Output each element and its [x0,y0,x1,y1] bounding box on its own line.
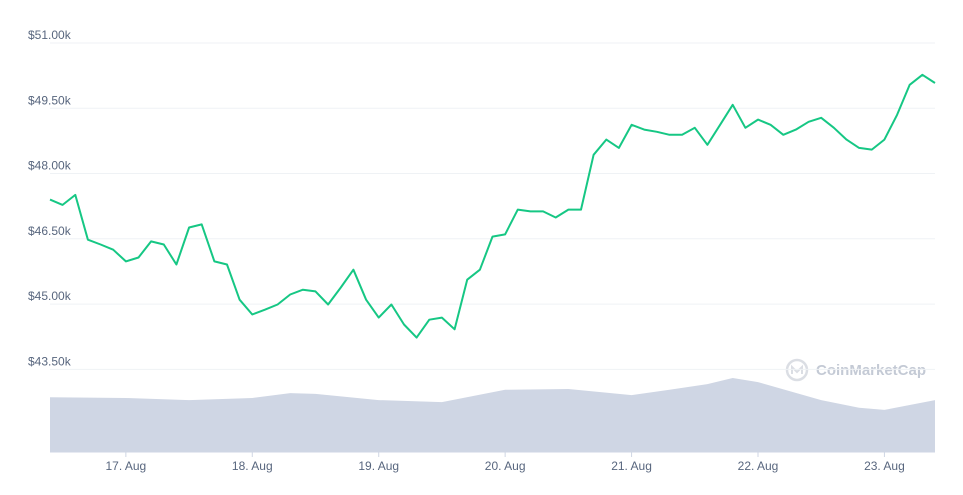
x-tick-label: 22. Aug [738,459,779,473]
x-tick-label: 23. Aug [864,459,905,473]
x-tick-label: 20. Aug [485,459,526,473]
y-tick-label: $43.50k [28,355,72,369]
price-line [49,73,936,339]
watermark: CoinMarketCap [816,362,926,379]
x-tick-label: 21. Aug [611,459,652,473]
y-tick-label: $49.50k [28,93,72,107]
y-tick-label: $48.00k [28,159,72,173]
volume-area [50,378,935,452]
y-tick-label: $45.00k [28,289,72,303]
x-tick-label: 18. Aug [232,459,273,473]
watermark-logo [785,358,809,382]
y-tick-label: $51.00k [28,28,72,42]
y-tick-label: $46.50k [28,224,72,238]
x-tick-label: 19. Aug [358,459,399,473]
x-tick-label: 17. Aug [105,459,146,473]
